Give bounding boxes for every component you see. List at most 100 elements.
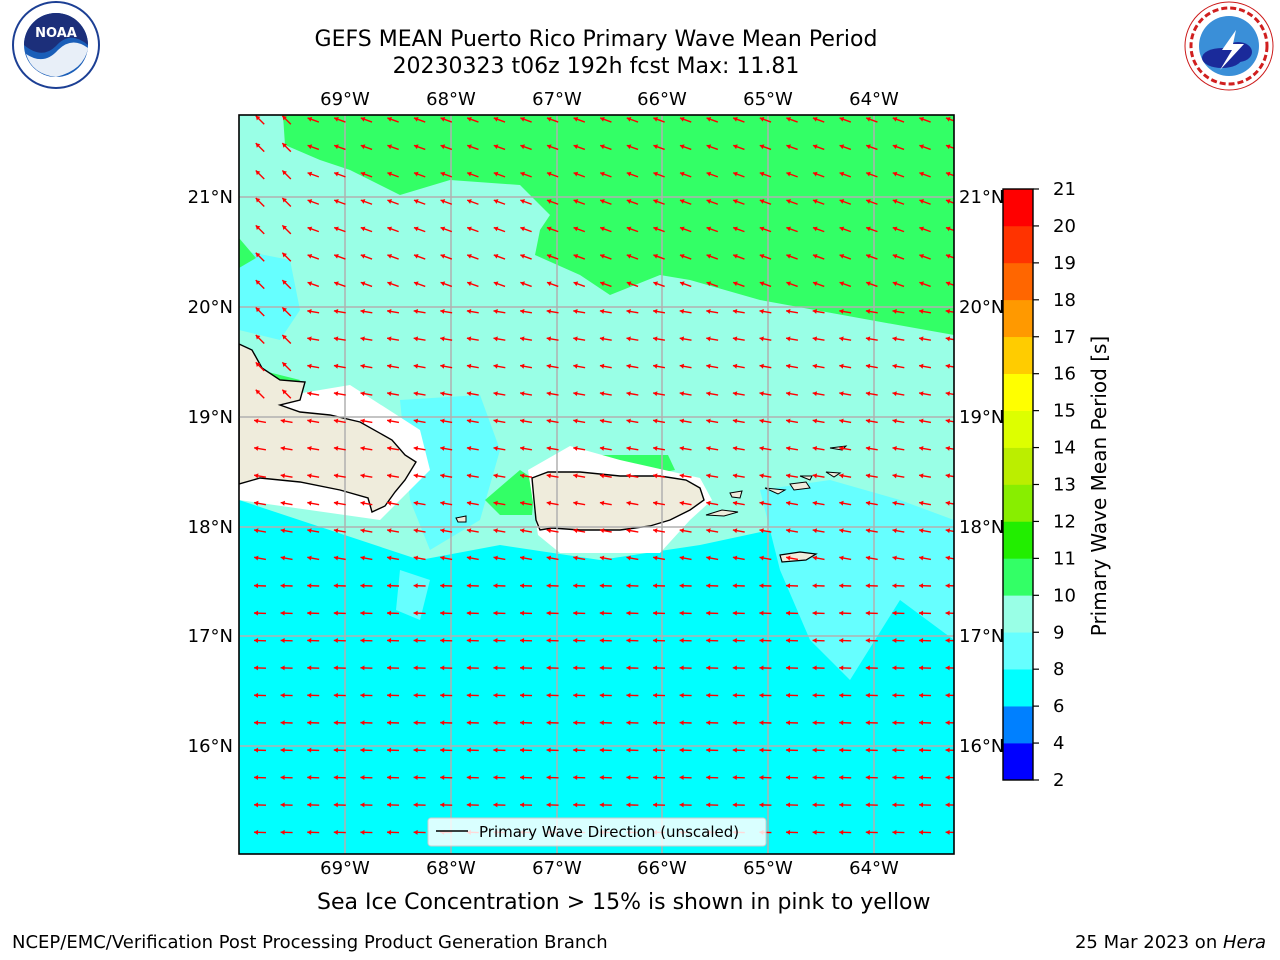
wave-direction-arrow: [865, 144, 878, 151]
wave-direction-arrow: [333, 308, 346, 314]
wave-direction-arrow: [573, 528, 586, 534]
wave-direction-arrow: [546, 171, 559, 178]
wave-direction-arrow: [812, 720, 825, 726]
wave-direction-arrow: [652, 445, 666, 451]
wave-direction-arrow: [413, 720, 426, 726]
wave-direction-arrow: [679, 583, 692, 589]
wave-direction-arrow: [945, 665, 954, 671]
wave-direction-arrow: [546, 363, 559, 369]
wave-direction-arrow: [307, 391, 320, 397]
wave-direction-arrow: [706, 363, 719, 369]
wave-direction-arrow: [812, 226, 825, 233]
wave-direction-arrow: [599, 528, 612, 534]
wave-direction-arrow: [546, 528, 559, 534]
wave-direction-arrow: [626, 226, 639, 233]
wave-direction-arrow: [386, 692, 400, 698]
wave-direction-arrow: [839, 720, 852, 726]
wave-direction-arrow: [281, 197, 292, 207]
wave-direction-arrow: [732, 144, 745, 151]
wave-direction-arrow: [413, 665, 426, 671]
wave-direction-arrow: [732, 775, 745, 781]
sea-ice-note: Sea Ice Concentration > 15% is shown in …: [317, 890, 931, 915]
wave-direction-arrow: [945, 638, 954, 644]
wave-direction-arrow: [679, 418, 692, 424]
wave-direction-arrow: [706, 473, 719, 479]
wave-direction-arrow: [573, 720, 586, 726]
wave-direction-arrow: [599, 116, 612, 123]
colorbar-swatch: [1003, 669, 1033, 707]
wave-direction-arrow: [892, 391, 905, 397]
wave-direction-arrow: [573, 308, 586, 314]
wave-direction-arrow: [732, 171, 745, 178]
wave-direction-arrow: [333, 528, 346, 534]
chart-subtitle: 20230323 t06z 192h fcst Max: 11.81: [392, 54, 800, 79]
wave-direction-arrow: [785, 775, 799, 781]
wave-direction-arrow: [759, 171, 772, 178]
wave-direction-arrow: [520, 144, 532, 151]
wave-direction-arrow: [839, 555, 852, 561]
wave-direction-arrow: [386, 720, 400, 726]
wave-direction-arrow: [307, 473, 320, 479]
wave-direction-arrow: [360, 116, 373, 123]
wave-direction-arrow: [573, 747, 586, 753]
wave-direction-arrow: [865, 555, 878, 561]
wave-direction-arrow: [280, 528, 293, 534]
wave-direction-arrow: [360, 418, 373, 424]
wave-direction-arrow: [386, 829, 400, 835]
wave-direction-arrow: [253, 638, 267, 644]
wave-direction-arrow: [679, 144, 692, 151]
wave-direction-arrow: [573, 418, 586, 424]
wave-direction-arrow: [652, 583, 666, 589]
wave-direction-arrow: [546, 336, 559, 342]
colorbar-tick-label: 9: [1053, 622, 1064, 643]
wave-direction-arrow: [281, 224, 292, 235]
wave-direction-arrow: [546, 253, 559, 260]
wave-direction-arrow: [892, 802, 905, 808]
wave-direction-arrow: [280, 445, 293, 451]
wave-direction-arrow: [599, 336, 612, 342]
wave-direction-arrow: [892, 829, 905, 835]
wave-direction-arrow: [253, 610, 267, 616]
lat-label-right: 18°N: [959, 517, 1004, 538]
wave-direction-arrow: [255, 252, 265, 262]
wave-direction-arrow: [253, 500, 267, 506]
wave-direction-arrow: [386, 775, 400, 781]
wave-direction-arrow: [440, 775, 453, 781]
wave-direction-arrow: [440, 445, 453, 451]
wave-direction-arrow: [573, 500, 586, 506]
wave-direction-arrow: [839, 638, 852, 644]
wave-direction-arrow: [413, 528, 426, 534]
wave-direction-arrow: [652, 747, 666, 753]
wave-direction-arrow: [519, 610, 533, 616]
wave-direction-arrow: [706, 418, 719, 424]
lat-label-right: 20°N: [959, 297, 1004, 318]
wave-direction-arrow: [255, 224, 265, 235]
wave-direction-arrow: [812, 775, 825, 781]
wave-direction-arrow: [360, 391, 373, 397]
wave-direction-arrow: [333, 144, 346, 151]
wave-direction-arrow: [493, 747, 506, 753]
wave-direction-arrow: [519, 720, 533, 726]
lon-label-bottom: 65°W: [743, 858, 793, 879]
wave-direction-arrow: [599, 445, 612, 451]
colorbar: 2 4 6 8 9 10 11 12 13 14 15 16 17 18 19 20 21: [1002, 179, 1076, 791]
wave-direction-arrow: [413, 253, 426, 260]
wave-direction-arrow: [466, 665, 479, 671]
wave-direction-arrow: [759, 802, 772, 808]
wave-direction-arrow: [546, 391, 559, 397]
wave-direction-arrow: [440, 308, 453, 314]
wave-direction-arrow: [520, 281, 532, 288]
wave-direction-arrow: [255, 115, 265, 125]
wave-direction-arrow: [599, 226, 612, 233]
wave-direction-arrow: [918, 747, 932, 753]
wave-direction-arrow: [253, 555, 267, 561]
wave-direction-arrow: [253, 665, 267, 671]
wave-direction-arrow: [440, 144, 453, 151]
wave-direction-arrow: [281, 252, 292, 262]
wave-direction-arrow: [919, 144, 931, 151]
wave-direction-arrow: [812, 253, 825, 260]
map-legend: Primary Wave Direction (unscaled): [427, 817, 767, 847]
wave-direction-arrow: [918, 418, 932, 424]
wave-direction-arrow: [865, 473, 878, 479]
